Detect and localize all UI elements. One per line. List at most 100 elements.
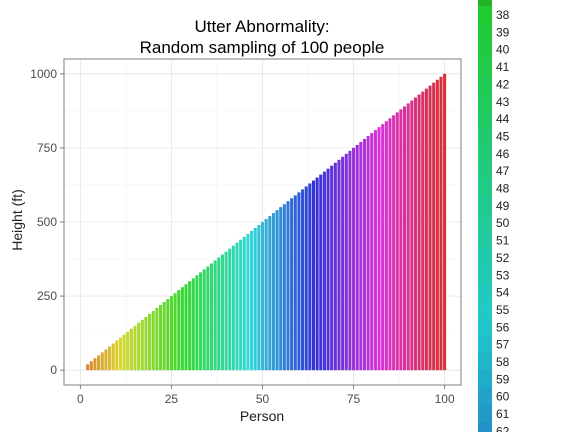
bar bbox=[265, 219, 268, 370]
bar bbox=[370, 133, 373, 370]
legend-label: 38 bbox=[496, 8, 510, 22]
bar bbox=[337, 160, 340, 370]
legend-key bbox=[478, 197, 492, 215]
bar bbox=[177, 290, 180, 370]
y-tick-label: 1000 bbox=[30, 67, 57, 81]
bar bbox=[301, 189, 304, 370]
bar bbox=[327, 169, 330, 371]
bar bbox=[418, 95, 421, 371]
legend-key bbox=[478, 110, 492, 128]
legend-key bbox=[478, 301, 492, 319]
bar bbox=[155, 308, 158, 370]
bar bbox=[261, 222, 264, 370]
bar bbox=[316, 178, 319, 371]
legend-key bbox=[478, 162, 492, 180]
bar bbox=[217, 258, 220, 371]
bar bbox=[407, 103, 410, 370]
x-tick-label: 75 bbox=[347, 392, 361, 406]
bar bbox=[148, 314, 151, 370]
bar bbox=[421, 92, 424, 371]
bar bbox=[392, 115, 395, 370]
bar bbox=[97, 355, 100, 370]
legend-key-clipped bbox=[478, 0, 492, 6]
plot-panel bbox=[64, 59, 461, 385]
bar bbox=[166, 299, 169, 370]
legend-key bbox=[478, 41, 492, 59]
bar bbox=[239, 240, 242, 370]
bar bbox=[341, 157, 344, 370]
bar bbox=[174, 293, 177, 370]
legend-label: 57 bbox=[496, 338, 510, 352]
legend-label: 40 bbox=[496, 43, 510, 57]
legend-label: 48 bbox=[496, 182, 510, 196]
legend-key bbox=[478, 249, 492, 267]
bar bbox=[90, 361, 93, 370]
bar bbox=[323, 172, 326, 371]
bar bbox=[388, 118, 391, 370]
legend-key bbox=[478, 405, 492, 423]
legend-key bbox=[478, 180, 492, 198]
legend-label: 54 bbox=[496, 286, 510, 300]
bar bbox=[396, 112, 399, 370]
bar bbox=[170, 296, 173, 370]
legend-key bbox=[478, 6, 492, 24]
legend-label: 59 bbox=[496, 372, 510, 386]
bar bbox=[246, 234, 249, 370]
legend-label: 41 bbox=[496, 60, 510, 74]
bar bbox=[192, 278, 195, 370]
bar bbox=[410, 100, 413, 370]
y-tick-label: 0 bbox=[50, 363, 57, 377]
bar bbox=[294, 195, 297, 370]
bar bbox=[385, 121, 388, 370]
x-axis-label: Person bbox=[240, 408, 284, 424]
bar bbox=[210, 263, 213, 370]
bar bbox=[108, 346, 111, 370]
bar bbox=[228, 249, 231, 371]
y-axis-label: Height (ft) bbox=[9, 189, 25, 250]
bar bbox=[439, 77, 442, 370]
bar bbox=[443, 74, 446, 370]
legend-key bbox=[478, 336, 492, 354]
chart-subtitle: Random sampling of 100 people bbox=[140, 38, 385, 57]
bar bbox=[101, 352, 104, 370]
legend-label: 42 bbox=[496, 77, 510, 91]
chart-title: Utter Abnormality: bbox=[194, 17, 329, 36]
bar bbox=[374, 130, 377, 370]
legend-label: 46 bbox=[496, 147, 510, 161]
bar bbox=[403, 106, 406, 370]
legend-key bbox=[478, 127, 492, 145]
legend-label: 58 bbox=[496, 355, 510, 369]
bar bbox=[195, 275, 198, 370]
legend-key bbox=[478, 370, 492, 388]
legend-key bbox=[478, 93, 492, 111]
bar bbox=[363, 139, 366, 370]
bar bbox=[290, 198, 293, 370]
bar bbox=[378, 127, 381, 370]
bar bbox=[232, 246, 235, 370]
legend-label: 56 bbox=[496, 320, 510, 334]
legend-label: 52 bbox=[496, 251, 510, 265]
bar bbox=[221, 255, 224, 371]
bar bbox=[159, 305, 162, 370]
legend-key bbox=[478, 214, 492, 232]
bar bbox=[203, 269, 206, 370]
x-tick-label: 0 bbox=[77, 392, 84, 406]
bar bbox=[115, 341, 118, 371]
bar bbox=[188, 281, 191, 370]
legend-label: 62 bbox=[496, 424, 510, 432]
bar bbox=[199, 272, 202, 370]
x-tick-label: 100 bbox=[435, 392, 455, 406]
bar bbox=[356, 145, 359, 370]
bar bbox=[305, 186, 308, 370]
legend: 38 39 40 41 42 43 44 45 46 47 48 49 50 51 52 53 54 55 56 57… bbox=[478, 0, 510, 432]
bar bbox=[243, 237, 246, 370]
bar bbox=[112, 344, 115, 371]
legend-label: 47 bbox=[496, 164, 510, 178]
bar bbox=[250, 231, 253, 370]
legend-label: 43 bbox=[496, 95, 510, 109]
bar bbox=[130, 329, 133, 370]
bar bbox=[334, 163, 337, 370]
bar bbox=[432, 83, 435, 370]
legend-key bbox=[478, 388, 492, 406]
x-tick-label: 25 bbox=[165, 392, 179, 406]
